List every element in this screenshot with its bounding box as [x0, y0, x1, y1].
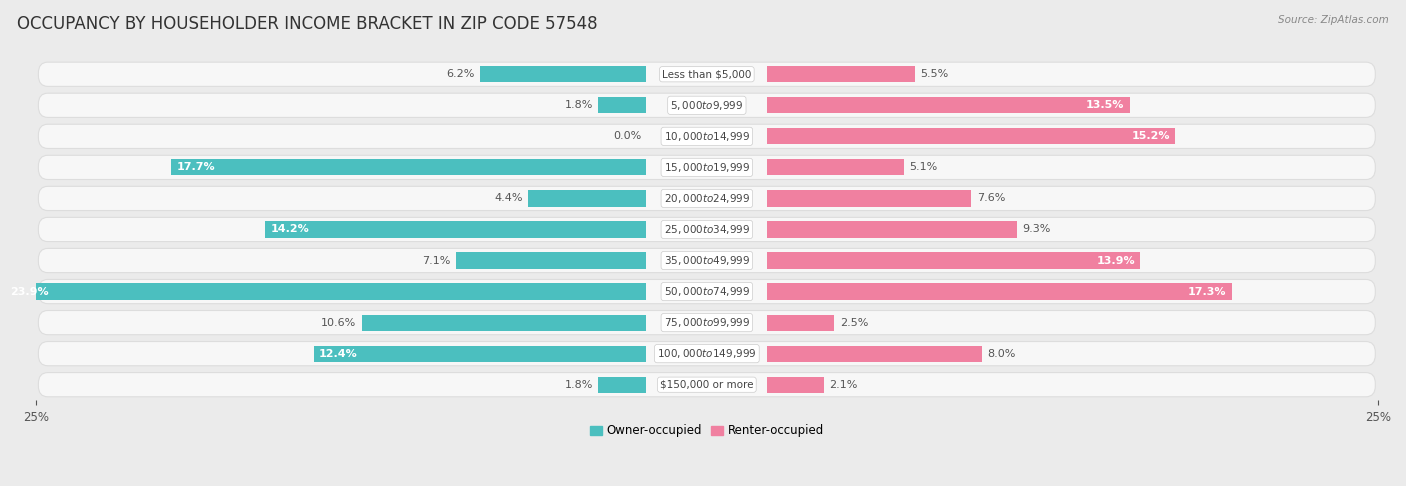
- FancyBboxPatch shape: [38, 186, 1375, 210]
- Text: 1.8%: 1.8%: [564, 100, 593, 110]
- FancyBboxPatch shape: [38, 124, 1375, 148]
- Bar: [529, 191, 647, 207]
- FancyBboxPatch shape: [38, 248, 1375, 273]
- Bar: [4, 283, 647, 300]
- Text: 2.1%: 2.1%: [830, 380, 858, 390]
- Bar: [598, 97, 647, 113]
- Text: $35,000 to $49,999: $35,000 to $49,999: [664, 254, 749, 267]
- Bar: [768, 128, 1175, 144]
- Text: 7.6%: 7.6%: [977, 193, 1005, 204]
- Text: 14.2%: 14.2%: [270, 225, 309, 234]
- Text: $75,000 to $99,999: $75,000 to $99,999: [664, 316, 749, 329]
- Bar: [768, 222, 1017, 238]
- Text: $10,000 to $14,999: $10,000 to $14,999: [664, 130, 749, 143]
- FancyBboxPatch shape: [38, 217, 1375, 242]
- Bar: [768, 252, 1140, 269]
- Text: 1.8%: 1.8%: [564, 380, 593, 390]
- Text: $50,000 to $74,999: $50,000 to $74,999: [664, 285, 749, 298]
- Text: 13.5%: 13.5%: [1085, 100, 1125, 110]
- Legend: Owner-occupied, Renter-occupied: Owner-occupied, Renter-occupied: [585, 420, 828, 442]
- Text: 15.2%: 15.2%: [1132, 131, 1170, 141]
- Text: $150,000 or more: $150,000 or more: [659, 380, 754, 390]
- Bar: [314, 346, 647, 362]
- Bar: [598, 377, 647, 393]
- Bar: [456, 252, 647, 269]
- Text: 9.3%: 9.3%: [1022, 225, 1050, 234]
- FancyBboxPatch shape: [38, 342, 1375, 366]
- Bar: [768, 377, 824, 393]
- Text: $15,000 to $19,999: $15,000 to $19,999: [664, 161, 749, 174]
- FancyBboxPatch shape: [38, 373, 1375, 397]
- Text: 5.5%: 5.5%: [921, 69, 949, 79]
- Text: 17.3%: 17.3%: [1188, 287, 1226, 296]
- Text: 5.1%: 5.1%: [910, 162, 938, 173]
- Text: Less than $5,000: Less than $5,000: [662, 69, 752, 79]
- FancyBboxPatch shape: [38, 156, 1375, 179]
- FancyBboxPatch shape: [38, 62, 1375, 87]
- Bar: [768, 283, 1232, 300]
- Bar: [768, 66, 915, 82]
- Bar: [768, 191, 972, 207]
- Bar: [768, 97, 1129, 113]
- Text: 6.2%: 6.2%: [446, 69, 475, 79]
- Text: 4.4%: 4.4%: [495, 193, 523, 204]
- Text: 0.0%: 0.0%: [613, 131, 641, 141]
- FancyBboxPatch shape: [38, 93, 1375, 118]
- Text: 12.4%: 12.4%: [319, 348, 357, 359]
- Text: OCCUPANCY BY HOUSEHOLDER INCOME BRACKET IN ZIP CODE 57548: OCCUPANCY BY HOUSEHOLDER INCOME BRACKET …: [17, 15, 598, 33]
- Text: $100,000 to $149,999: $100,000 to $149,999: [657, 347, 756, 360]
- Text: 10.6%: 10.6%: [321, 318, 357, 328]
- Text: 8.0%: 8.0%: [987, 348, 1015, 359]
- Bar: [361, 314, 647, 330]
- Bar: [768, 346, 981, 362]
- Text: 23.9%: 23.9%: [10, 287, 49, 296]
- Text: 17.7%: 17.7%: [177, 162, 215, 173]
- Text: $20,000 to $24,999: $20,000 to $24,999: [664, 192, 749, 205]
- Text: $5,000 to $9,999: $5,000 to $9,999: [671, 99, 744, 112]
- Text: 13.9%: 13.9%: [1097, 256, 1135, 265]
- Bar: [266, 222, 647, 238]
- Text: $25,000 to $34,999: $25,000 to $34,999: [664, 223, 749, 236]
- Bar: [172, 159, 647, 175]
- Bar: [768, 159, 904, 175]
- Bar: [768, 314, 834, 330]
- FancyBboxPatch shape: [38, 311, 1375, 335]
- Text: 2.5%: 2.5%: [839, 318, 868, 328]
- FancyBboxPatch shape: [38, 279, 1375, 304]
- Bar: [479, 66, 647, 82]
- Text: Source: ZipAtlas.com: Source: ZipAtlas.com: [1278, 15, 1389, 25]
- Text: 7.1%: 7.1%: [422, 256, 450, 265]
